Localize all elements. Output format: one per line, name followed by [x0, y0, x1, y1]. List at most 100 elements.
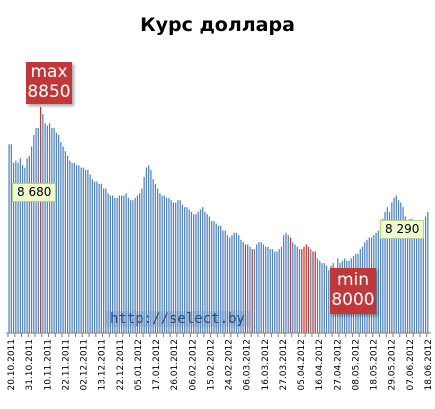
chart-bar [233, 232, 235, 333]
x-tick-label: 06.03.2012 [243, 339, 253, 391]
chart-bar [166, 197, 168, 333]
chart-bar [406, 221, 409, 333]
max-callout-value: 8850 [27, 82, 71, 102]
chart-bar [260, 242, 262, 333]
chart-bar [118, 195, 121, 333]
chart-bar [427, 211, 429, 333]
chart-bar [384, 211, 386, 333]
chart-bar [265, 246, 267, 333]
chart-bar [258, 242, 260, 333]
chart-bar [244, 244, 247, 333]
chart-bar [238, 235, 240, 333]
chart-bar [107, 193, 109, 333]
chart-bar [75, 165, 78, 333]
chart-bar [301, 249, 303, 333]
chart-bar [422, 223, 424, 333]
chart-bar [19, 158, 21, 333]
chart-bar [204, 211, 206, 333]
chart-bar [415, 225, 418, 333]
chart-bar [48, 123, 51, 333]
chart-bar [388, 211, 391, 333]
chart-bar [179, 200, 181, 333]
chart-bar [391, 202, 393, 333]
chart-bar [229, 237, 231, 333]
chart-bar [85, 169, 87, 333]
chart-bar [240, 239, 242, 333]
chart-bar [400, 202, 402, 333]
chart-bar [163, 195, 166, 333]
chart-bar [247, 244, 249, 333]
chart-bar [71, 162, 73, 333]
chart-bar [296, 246, 298, 333]
chart-title: Курс доллара [140, 14, 295, 36]
x-tick-label: 05.04.2012 [297, 339, 307, 391]
chart-bar [190, 211, 193, 333]
chart-bar [199, 209, 202, 333]
chart-bar [249, 246, 251, 333]
chart-bar [91, 179, 93, 333]
chart-bar [235, 232, 238, 333]
chart-bar [298, 249, 301, 333]
chart-bar [37, 127, 39, 334]
chart-bar [213, 221, 215, 333]
x-ticks-group [7, 333, 428, 337]
x-tick-label: 16.04.2012 [315, 339, 325, 391]
end-value-callout: 8 290 [380, 220, 425, 239]
x-tick-label: 08.05.2012 [351, 339, 361, 391]
chart-bar [307, 246, 310, 333]
chart-bar [242, 242, 244, 333]
chart-bar [316, 258, 319, 333]
chart-bar [283, 235, 285, 333]
x-tick-label: 22.11.2011 [61, 339, 71, 391]
chart-bar [184, 207, 186, 333]
x-tick-label: 18.06.2012 [424, 339, 434, 391]
chart-bar [202, 207, 204, 333]
chart-bar [103, 188, 105, 333]
chart-bar [206, 214, 208, 333]
chart-bar [319, 260, 321, 333]
chart-bar [175, 202, 177, 333]
min-callout: min 8000 [330, 268, 376, 314]
chart-bar [226, 235, 229, 333]
chart-bar [420, 230, 422, 333]
chart-bar [64, 151, 66, 333]
chart-bar [409, 218, 411, 333]
chart-bar [24, 167, 26, 333]
chart-bar [35, 127, 37, 334]
chart-bar [42, 113, 44, 333]
x-tick-label: 07.06.2012 [406, 339, 416, 391]
chart-bar [139, 193, 141, 333]
chart-bar [26, 158, 28, 333]
chart-bar [105, 188, 107, 333]
x-tick-label: 15.02.2012 [206, 339, 216, 391]
x-tick-label: 16.03.2012 [261, 339, 271, 391]
chart-bar [154, 183, 157, 333]
chart-bar [143, 176, 145, 333]
chart-bar [161, 195, 163, 333]
chart-bar [215, 223, 217, 333]
chart-bar [328, 270, 330, 333]
chart-bar [262, 244, 265, 333]
chart-bar [424, 216, 427, 333]
chart-bar [386, 207, 388, 333]
chart-bar [51, 127, 53, 334]
chart-bar [28, 155, 30, 333]
chart-bar [78, 165, 80, 333]
x-tick-label: 29.05.2012 [388, 339, 398, 391]
x-tick-label: 06.02.2012 [188, 339, 198, 391]
x-tick-label: 18.05.2012 [370, 339, 380, 391]
chart-bar [287, 235, 289, 333]
chart-bar [303, 246, 305, 333]
x-tick-label: 02.12.2011 [80, 339, 90, 391]
chart-bar [15, 160, 17, 333]
chart-bar [418, 228, 420, 333]
chart-bar [271, 249, 274, 333]
chart-bar [130, 200, 132, 333]
chart-bar [98, 183, 100, 333]
chart-bar [269, 249, 271, 333]
x-tick-label: 22.12.2011 [116, 339, 126, 391]
start-value-callout: 8 680 [12, 183, 57, 202]
chart-bar [100, 183, 102, 333]
